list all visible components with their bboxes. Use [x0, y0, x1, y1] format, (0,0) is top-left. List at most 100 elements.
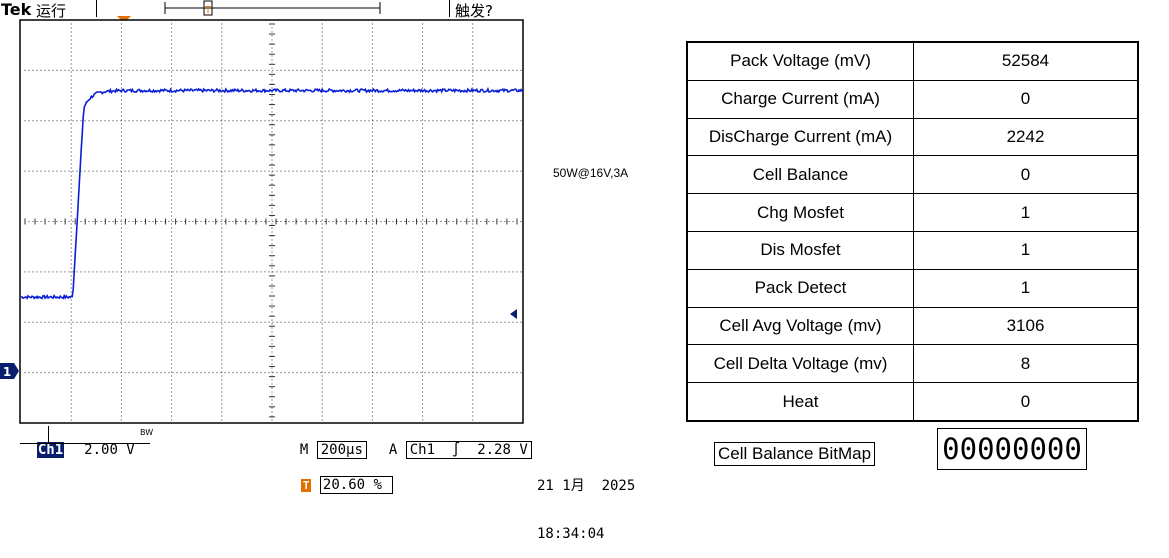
- graticule-dot: [472, 335, 474, 337]
- graticule-dot: [424, 120, 426, 122]
- graticule-dot: [221, 159, 223, 161]
- graticule-dot: [56, 69, 58, 71]
- graticule-dot: [228, 271, 230, 273]
- graticule-dot: [344, 271, 346, 273]
- graticule-dot: [44, 170, 46, 172]
- graticule-dot: [70, 175, 72, 177]
- graticule-dot: [276, 120, 278, 122]
- graticule-dot: [472, 267, 474, 269]
- graticule-dot: [168, 120, 170, 122]
- graticule-dot: [208, 221, 210, 222]
- graticule-dot: [171, 203, 173, 205]
- graticule-dot: [36, 321, 38, 323]
- graticule-dot: [452, 221, 454, 222]
- graticule-dot: [271, 219, 273, 221]
- graticule-dot: [321, 271, 323, 273]
- graticule-dot: [120, 263, 122, 265]
- graticule-dot: [312, 120, 314, 122]
- graticule-dot: [276, 170, 278, 172]
- graticule-dot: [120, 175, 122, 177]
- graticule-dot: [120, 63, 122, 65]
- graticule-dot: [70, 219, 72, 221]
- graticule-dot: [221, 187, 223, 189]
- graticule-dot: [504, 69, 506, 71]
- graticule-dot: [112, 372, 114, 374]
- graticule-dot: [164, 372, 166, 374]
- graticule-dot: [272, 69, 274, 71]
- graticule-dot: [188, 120, 190, 122]
- graticule-dot: [171, 123, 173, 125]
- graticule-dot: [384, 170, 386, 172]
- graticule-dot: [321, 51, 323, 53]
- graticule-dot: [316, 372, 318, 374]
- graticule-dot: [280, 321, 282, 323]
- graticule-dot: [371, 159, 373, 161]
- graticule-dot: [88, 221, 90, 222]
- graticule-dot: [271, 27, 273, 29]
- graticule-dot: [120, 67, 122, 69]
- graticule-dot: [292, 321, 294, 323]
- graticule-dot: [56, 372, 58, 374]
- graticule-dot: [328, 120, 330, 122]
- graticule-dot: [271, 303, 273, 305]
- graticule-dot: [171, 103, 173, 105]
- graticule-dot: [472, 375, 474, 377]
- graticule-dot: [468, 120, 470, 122]
- graticule-dot: [204, 321, 206, 323]
- graticule-dot: [164, 321, 166, 323]
- graticule-dot: [70, 55, 72, 57]
- graticule-dot: [460, 271, 462, 273]
- graticule-dot: [36, 120, 38, 122]
- graticule-dot: [340, 321, 342, 323]
- graticule-dot: [512, 221, 514, 222]
- graticule-dot: [116, 120, 118, 122]
- graticule-dot: [422, 315, 424, 317]
- graticule-dot: [452, 69, 454, 71]
- graticule-dot: [70, 319, 72, 321]
- graticule-dot: [208, 120, 210, 122]
- graticule-dot: [371, 83, 373, 85]
- graticule-dot: [321, 155, 323, 157]
- graticule-dot: [472, 372, 474, 374]
- graticule-dot: [24, 321, 26, 323]
- graticule-dot: [120, 163, 122, 165]
- graticule-dot: [384, 120, 386, 122]
- graticule-dot: [70, 143, 72, 145]
- graticule-dot: [344, 321, 346, 323]
- graticule-dot: [321, 179, 323, 181]
- graticule-dot: [171, 35, 173, 37]
- graticule-dot: [472, 63, 474, 65]
- graticule-dot: [432, 372, 434, 374]
- graticule-dot: [476, 271, 478, 273]
- graticule-dot: [422, 399, 424, 401]
- graticule-dot: [408, 170, 410, 172]
- graticule-dot: [476, 170, 478, 172]
- graticule-dot: [216, 372, 218, 374]
- graticule-dot: [70, 315, 72, 317]
- graticule-dot: [304, 120, 306, 122]
- graticule-dot: [371, 139, 373, 141]
- graticule-dot: [52, 221, 54, 222]
- graticule-dot: [271, 267, 273, 269]
- graticule-dot: [92, 372, 94, 374]
- graticule-dot: [271, 343, 273, 345]
- graticule-dot: [422, 63, 424, 65]
- graticule-dot: [464, 221, 466, 222]
- graticule-dot: [422, 343, 424, 345]
- graticule-dot: [422, 95, 424, 97]
- graticule-dot: [221, 383, 223, 385]
- graticule-dot: [260, 170, 262, 172]
- graticule-dot: [244, 321, 246, 323]
- graticule-dot: [171, 263, 173, 265]
- graticule-dot: [271, 367, 273, 369]
- row-label: Pack Voltage (mV): [686, 41, 914, 81]
- graticule-dot: [321, 183, 323, 185]
- table-row: Charge Current (mA) 0: [686, 79, 1139, 119]
- graticule-dot: [472, 303, 474, 305]
- graticule-dot: [300, 221, 302, 222]
- graticule-dot: [80, 221, 82, 222]
- graticule-dot: [321, 83, 323, 85]
- graticule-dot: [172, 321, 174, 323]
- graticule-dot: [171, 131, 173, 133]
- graticule-dot: [28, 120, 30, 122]
